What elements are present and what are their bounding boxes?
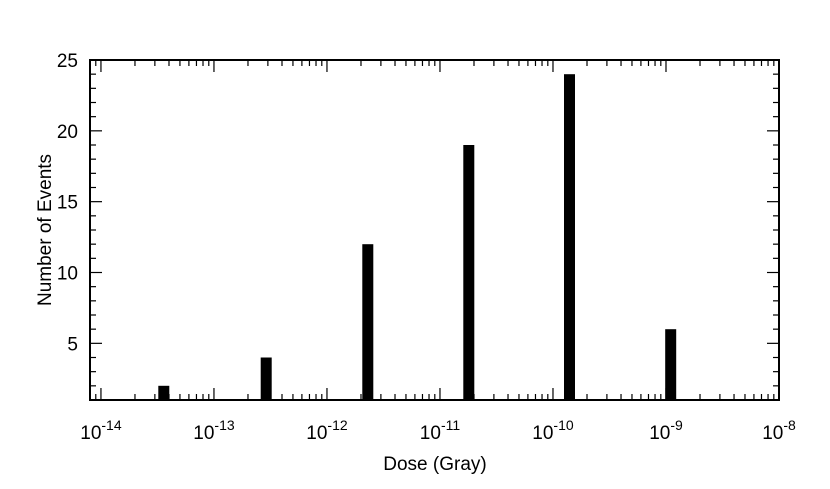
bar	[463, 145, 475, 400]
bar	[362, 244, 374, 400]
x-tick-label: 10-8	[762, 417, 796, 444]
y-tick-labels: 5 10 15 20 25	[57, 51, 78, 355]
bar	[564, 74, 575, 400]
x-tick-label: 10-10	[532, 417, 574, 444]
bar	[665, 329, 677, 400]
x-axis-title: Dose (Gray)	[383, 454, 486, 475]
x-tick-label: 10-12	[306, 417, 348, 444]
x-tick-label: 10-11	[420, 417, 461, 444]
y-tick-label: 5	[67, 334, 78, 355]
x-tick-label: 10-13	[193, 417, 235, 444]
x-tick-labels: 10-14 10-13 10-12 10-11 10-10 10-9 10-8	[80, 417, 796, 444]
x-tick-label: 10-14	[80, 417, 122, 444]
y-tick-label: 25	[57, 51, 78, 72]
bars-group	[158, 74, 677, 400]
plot-frame	[89, 59, 780, 401]
y-tick-label: 15	[57, 193, 78, 214]
bar	[158, 385, 170, 400]
x-tick-label: 10-9	[649, 417, 683, 444]
y-axis-title: Number of Events	[35, 154, 56, 306]
y-tick-label: 20	[57, 122, 78, 143]
y-tick-label: 10	[57, 264, 78, 285]
bar	[260, 357, 272, 400]
